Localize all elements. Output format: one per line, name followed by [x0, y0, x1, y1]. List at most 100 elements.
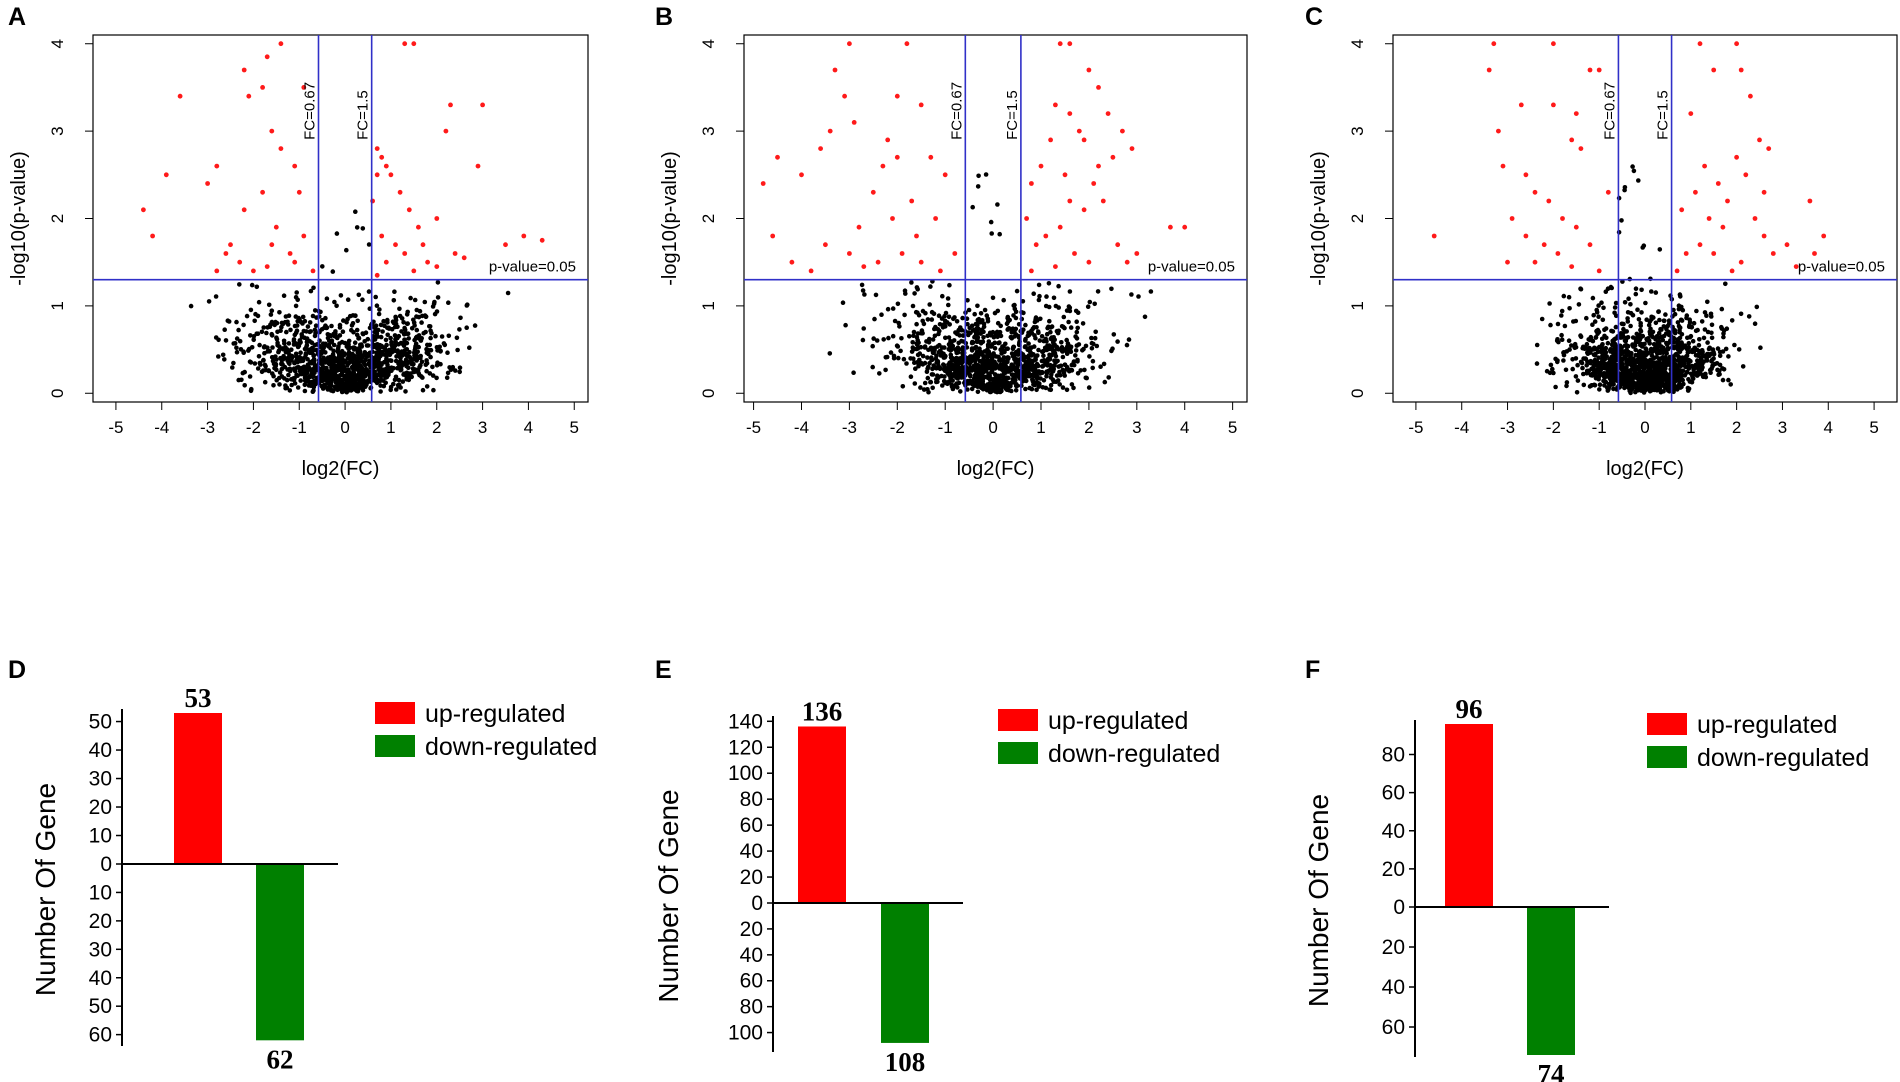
- x-tick-label: 4: [524, 418, 533, 437]
- ns-point: [472, 323, 478, 328]
- ns-point: [990, 329, 996, 335]
- ns-point: [399, 316, 405, 321]
- ns-point: [255, 366, 261, 371]
- ns-point: [276, 349, 281, 355]
- ns-point: [1037, 381, 1042, 386]
- ns-point: [1090, 358, 1096, 364]
- significant-point: [397, 189, 403, 195]
- ns-point: [925, 387, 930, 392]
- ns-point: [1044, 331, 1050, 337]
- ns-point: [1574, 390, 1580, 395]
- ns-point: [1638, 321, 1643, 326]
- significant-point: [301, 85, 307, 90]
- ns-point: [396, 377, 402, 383]
- ns-point: [1010, 346, 1016, 352]
- ns-point: [967, 355, 972, 360]
- y-tick-label: 0: [751, 892, 763, 915]
- ns-point: [981, 382, 986, 388]
- bar-value-label: 108: [885, 1047, 926, 1077]
- ns-point: [946, 335, 952, 340]
- ns-point: [996, 340, 1001, 346]
- ns-point: [1073, 353, 1078, 358]
- ns-point: [1563, 367, 1569, 373]
- ns-point: [1039, 358, 1045, 364]
- ns-point: [1653, 320, 1659, 326]
- ns-point: [332, 299, 337, 305]
- ns-point: [353, 375, 358, 380]
- ns-point: [1011, 303, 1016, 308]
- significant-point: [251, 268, 256, 274]
- x-tick-label: 0: [988, 418, 997, 437]
- ns-point: [1625, 310, 1631, 315]
- ns-point: [1075, 325, 1080, 331]
- significant-point: [1505, 259, 1510, 265]
- ns-point: [1695, 327, 1700, 333]
- ns-point: [241, 322, 246, 328]
- significant-point: [241, 207, 247, 213]
- ns-point: [310, 313, 316, 319]
- ns-point: [430, 364, 435, 370]
- ns-point: [284, 329, 289, 335]
- x-tick-label: -5: [746, 418, 761, 437]
- ns-point: [930, 372, 936, 377]
- ns-point: [1620, 349, 1626, 355]
- ns-point: [1697, 337, 1702, 342]
- ns-point: [330, 269, 336, 274]
- ns-point: [377, 343, 382, 348]
- ns-point: [1111, 332, 1117, 337]
- ns-point: [1653, 290, 1659, 295]
- significant-point: [1431, 233, 1437, 239]
- ns-point: [325, 387, 331, 392]
- ns-point: [326, 344, 331, 349]
- ns-point: [1605, 340, 1611, 346]
- ns-point: [895, 301, 901, 307]
- significant-point: [475, 163, 481, 169]
- significant-point: [443, 128, 449, 134]
- ns-point: [1680, 368, 1686, 374]
- ns-point: [1055, 358, 1060, 364]
- significant-point: [1738, 67, 1744, 73]
- ns-point: [446, 333, 452, 339]
- ns-point: [1581, 356, 1586, 361]
- y-tick-label: 80: [740, 788, 763, 811]
- ns-point: [1715, 367, 1721, 373]
- ns-point: [281, 293, 287, 299]
- ns-point: [351, 367, 357, 373]
- ns-point: [237, 338, 243, 344]
- ns-point: [1678, 317, 1684, 323]
- ns-point: [404, 377, 409, 382]
- ns-point: [938, 349, 943, 354]
- y-tick-label: 40: [740, 840, 763, 863]
- ns-point: [242, 383, 247, 388]
- ns-point: [284, 347, 290, 353]
- ns-point: [313, 323, 319, 329]
- panel-letter: E: [655, 656, 672, 684]
- ns-point: [973, 371, 979, 377]
- y-tick-label: 60: [740, 970, 763, 993]
- ns-point: [959, 360, 965, 366]
- ns-point: [1611, 360, 1617, 366]
- ns-point: [1724, 326, 1730, 332]
- ns-point: [1048, 375, 1054, 380]
- ns-point: [437, 344, 443, 350]
- significant-point: [292, 259, 298, 265]
- significant-point: [1752, 216, 1758, 221]
- ns-point: [1023, 322, 1028, 328]
- ns-point: [320, 264, 325, 269]
- ns-point: [1644, 358, 1649, 364]
- bar-value-label: 62: [267, 1044, 294, 1074]
- significant-point: [1555, 251, 1561, 256]
- volcano-plot-b: B FC=0.67 FC=1.5 p-value=0.05 -5 -4 -3 -2 -1 0 1 2 3…: [655, 3, 1248, 480]
- ns-point: [278, 355, 283, 361]
- ns-point: [1687, 349, 1692, 355]
- ns-point: [1089, 346, 1095, 351]
- ns-point: [262, 350, 267, 356]
- ns-point: [1034, 387, 1039, 393]
- significant-point: [278, 41, 284, 47]
- ns-point: [922, 345, 928, 350]
- y-axis-title: -log10(p-value): [8, 151, 30, 286]
- ns-point: [291, 366, 297, 372]
- ns-point: [934, 366, 939, 371]
- ns-point: [978, 331, 983, 336]
- ns-point: [1657, 348, 1663, 353]
